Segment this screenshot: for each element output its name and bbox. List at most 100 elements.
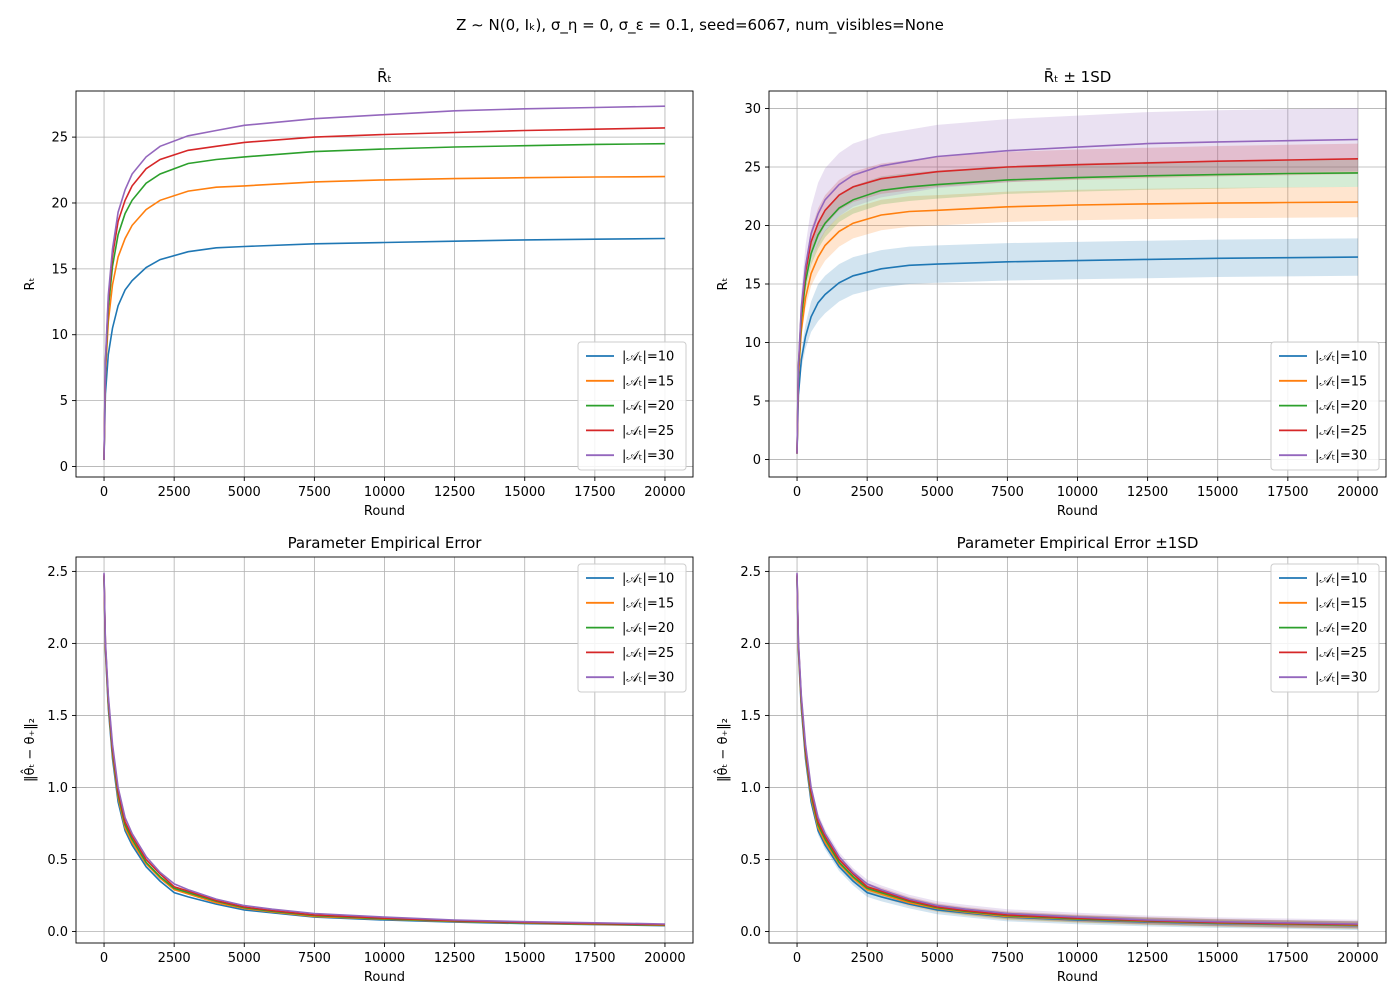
series-line-1: [796, 256, 1359, 454]
y-tick-label: 2.5: [47, 565, 68, 580]
y-tick-label: 1.0: [47, 781, 68, 796]
y-tick-label: 15: [51, 262, 68, 277]
legend-label-4: |𝒜ₜ|=25: [622, 424, 674, 439]
figure-suptitle: Z ∼ N(0, Iₖ), σ_η = 0, σ_ε = 0.1, seed=6…: [456, 16, 944, 34]
x-tick-label: 2500: [158, 951, 191, 966]
x-tick-label: 10000: [1057, 951, 1098, 966]
x-tick-label: 2500: [851, 951, 884, 966]
x-axis-label: Round: [364, 970, 405, 985]
x-axis-label: Round: [364, 504, 405, 519]
x-tick-label: 5000: [921, 951, 954, 966]
x-tick-label: 15000: [504, 951, 545, 966]
plot-area: [103, 105, 666, 460]
y-tick-label: 0: [60, 460, 68, 475]
y-tick-label: 15: [744, 278, 761, 293]
x-tick-label: 0: [793, 951, 801, 966]
x-tick-label: 5000: [921, 485, 954, 500]
x-tick-label: 17500: [574, 951, 615, 966]
legend-box: [577, 563, 687, 693]
y-tick-label: 2.0: [740, 637, 761, 652]
x-tick-label: 7500: [298, 485, 331, 500]
legend-label-2: |𝒜ₜ|=15: [622, 596, 674, 611]
y-tick-label: 20: [744, 219, 761, 234]
sd-band-2: [797, 186, 1358, 456]
y-tick-label: 30: [744, 102, 761, 117]
y-tick-label: 0.5: [47, 853, 68, 868]
series-line-2: [796, 201, 1359, 454]
legend-label-3: |𝒜ₜ|=20: [622, 621, 674, 636]
series-line-5: [796, 138, 1359, 454]
y-tick-label: 0.5: [740, 853, 761, 868]
x-tick-label: 12500: [1127, 951, 1168, 966]
sd-band-1: [797, 238, 1358, 457]
x-tick-label: 20000: [1337, 951, 1378, 966]
y-tick-label: 0: [753, 453, 761, 468]
x-tick-label: 15000: [1197, 485, 1238, 500]
y-axis-label: ‖θ̂ₜ − θ₊‖₂: [714, 718, 731, 782]
x-tick-label: 5000: [228, 485, 261, 500]
legend-label-3: |𝒜ₜ|=20: [1315, 621, 1367, 636]
chart-3: 0 2500 5000 7500 10000 12500 15000 17500 20000 0.…: [21, 534, 694, 985]
legend-label-1: |𝒜ₜ|=10: [622, 350, 674, 365]
x-tick-label: 12500: [1127, 485, 1168, 500]
series-line-5: [103, 105, 666, 460]
series-line-5: [796, 572, 1359, 925]
x-axis-label: Round: [1057, 970, 1098, 985]
x-tick-label: 7500: [298, 951, 331, 966]
legend-box: [1270, 563, 1380, 693]
legend-label-4: |𝒜ₜ|=25: [622, 646, 674, 661]
x-tick-label: 5000: [228, 951, 261, 966]
legend-label-2: |𝒜ₜ|=15: [1315, 374, 1367, 389]
plot-area: [796, 572, 1359, 930]
x-tick-label: 7500: [991, 485, 1024, 500]
plot-area: [796, 108, 1359, 459]
x-tick-label: 15000: [1197, 951, 1238, 966]
x-tick-label: 7500: [991, 951, 1024, 966]
chart-title: R̄ₜ ± 1SD: [1044, 67, 1112, 86]
x-tick-label: 10000: [364, 485, 405, 500]
y-axis-label: Rₜ: [716, 277, 731, 290]
chart-title: Parameter Empirical Error: [288, 534, 483, 552]
series-line-3: [796, 172, 1359, 454]
y-tick-label: 1.0: [740, 781, 761, 796]
y-tick-label: 2.0: [47, 637, 68, 652]
chart-2: 0 2500 5000 7500 10000 12500 15000 17500 20000 0 5…: [716, 67, 1387, 519]
x-tick-label: 12500: [434, 485, 475, 500]
y-tick-label: 0.0: [740, 925, 761, 940]
y-tick-label: 25: [744, 161, 761, 176]
chart-title: Parameter Empirical Error ±1SD: [957, 534, 1199, 552]
x-tick-label: 10000: [364, 951, 405, 966]
x-tick-label: 12500: [434, 951, 475, 966]
x-tick-label: 20000: [644, 951, 685, 966]
legend: |𝒜ₜ|=10 |𝒜ₜ|=15 |𝒜ₜ|=20 |𝒜ₜ|=25 |𝒜ₜ|=30: [577, 563, 687, 693]
x-tick-label: 2500: [158, 485, 191, 500]
series-line-1: [103, 237, 666, 460]
y-tick-label: 5: [60, 394, 68, 409]
x-tick-label: 20000: [644, 485, 685, 500]
x-tick-label: 2500: [851, 485, 884, 500]
legend: |𝒜ₜ|=10 |𝒜ₜ|=15 |𝒜ₜ|=20 |𝒜ₜ|=25 |𝒜ₜ|=30: [1270, 341, 1380, 471]
y-tick-label: 20: [51, 196, 68, 211]
y-axis-label: Rₜ: [23, 277, 38, 290]
y-tick-label: 25: [51, 131, 68, 146]
legend-label-5: |𝒜ₜ|=30: [622, 449, 674, 464]
x-tick-label: 20000: [1337, 485, 1378, 500]
x-tick-label: 0: [100, 951, 108, 966]
x-tick-label: 0: [100, 485, 108, 500]
legend-label-2: |𝒜ₜ|=15: [622, 374, 674, 389]
series-line-2: [103, 175, 666, 460]
x-tick-label: 17500: [1267, 951, 1308, 966]
x-tick-label: 17500: [1267, 485, 1308, 500]
plot-area: [103, 572, 666, 927]
y-tick-label: 2.5: [740, 565, 761, 580]
x-tick-label: 10000: [1057, 485, 1098, 500]
legend-label-5: |𝒜ₜ|=30: [1315, 671, 1367, 686]
legend-box: [1270, 341, 1380, 471]
legend-box: [577, 341, 687, 471]
sd-band-3: [797, 158, 1358, 456]
y-tick-label: 1.5: [47, 709, 68, 724]
x-tick-label: 0: [793, 485, 801, 500]
series-line-3: [103, 142, 666, 460]
y-tick-label: 1.5: [740, 709, 761, 724]
